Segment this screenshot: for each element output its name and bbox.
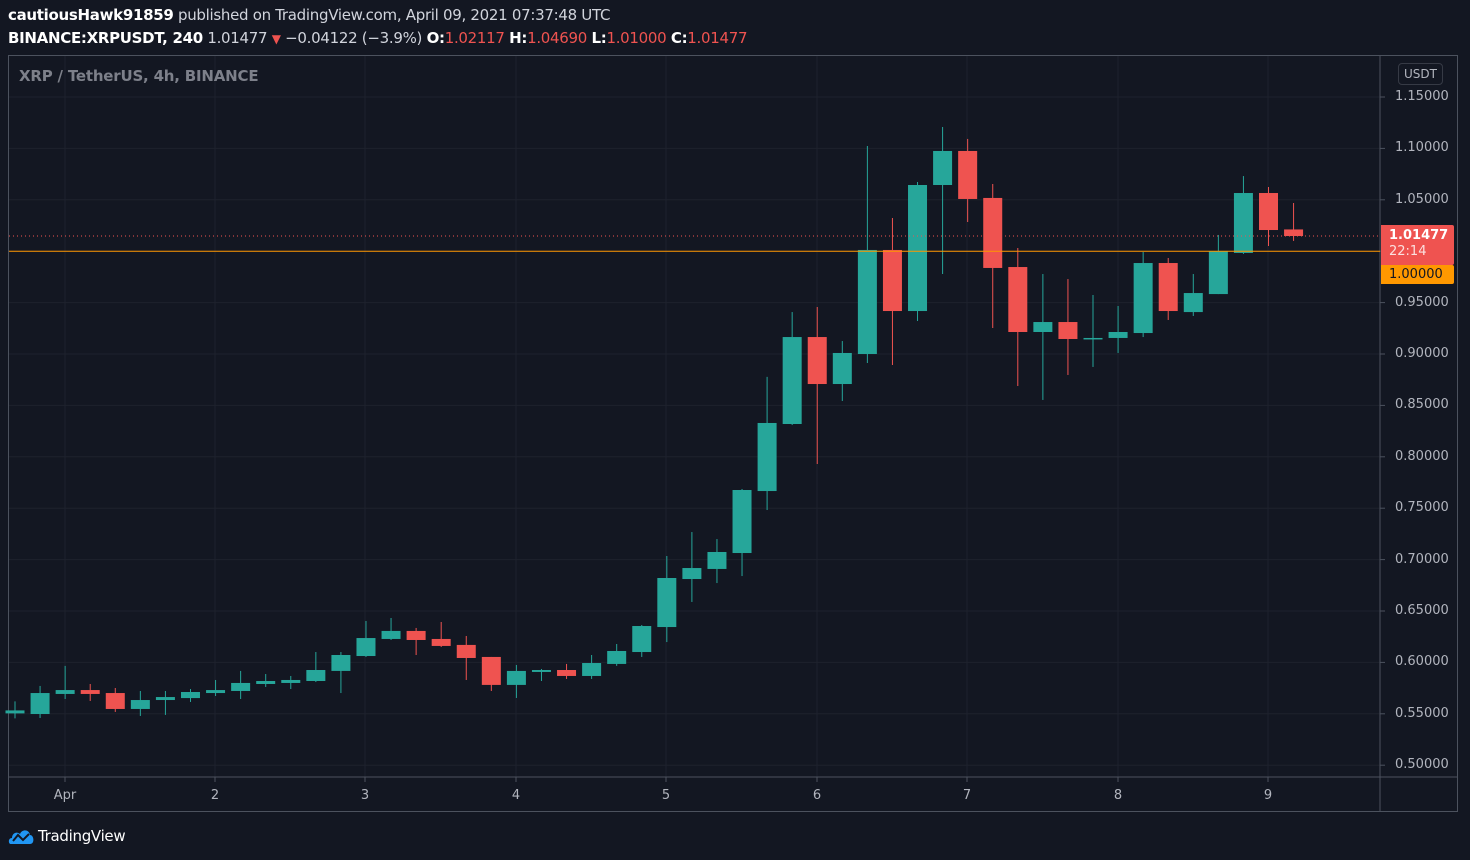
published-text: published on TradingView.com, April 09, … bbox=[177, 6, 611, 24]
symbol-label: BINANCE:XRPUSDT, 240 bbox=[8, 29, 203, 47]
time-tick-label: 7 bbox=[962, 788, 972, 803]
ohlc-legend: BINANCE:XRPUSDT, 240 1.01477 ▼ −0.04122 … bbox=[8, 29, 748, 47]
price-tick-label: 0.80000 bbox=[1395, 448, 1449, 464]
time-tick-label: Apr bbox=[53, 788, 77, 803]
price-tick-label: 0.95000 bbox=[1395, 294, 1449, 310]
price-tick-label: 1.05000 bbox=[1395, 191, 1449, 207]
close-label: C: bbox=[670, 29, 688, 47]
price-tick-label: 1.10000 bbox=[1395, 140, 1449, 156]
time-tick-label: 3 bbox=[360, 788, 370, 803]
open-label: O: bbox=[426, 29, 445, 47]
time-tick-label: 6 bbox=[812, 788, 822, 803]
open-value: 1.02117 bbox=[444, 29, 505, 47]
chart-symbol-title: XRP / TetherUS, 4h, BINANCE bbox=[19, 67, 259, 85]
price-tick-label: 0.55000 bbox=[1395, 705, 1449, 721]
time-tick-label: 8 bbox=[1113, 788, 1123, 803]
high-label: H: bbox=[509, 29, 528, 47]
triangle-down-icon: ▼ bbox=[271, 32, 281, 46]
brand-name: TradingView bbox=[38, 827, 126, 845]
time-tick-label: 9 bbox=[1263, 788, 1273, 803]
price-tick-label: 0.50000 bbox=[1395, 757, 1449, 773]
currency-button[interactable]: USDT bbox=[1398, 63, 1443, 85]
publisher-name[interactable]: cautiousHawk91859 bbox=[8, 6, 174, 24]
tradingview-logo[interactable]: TradingView bbox=[8, 826, 126, 846]
price-tick-label: 1.15000 bbox=[1395, 89, 1449, 104]
close-value: 1.01477 bbox=[687, 29, 748, 47]
price-tick-label: 0.65000 bbox=[1395, 603, 1449, 618]
price-tick-label: 0.70000 bbox=[1395, 551, 1449, 567]
price-tick-label: 0.75000 bbox=[1395, 500, 1449, 516]
price-change: −0.04122 (−3.9%) bbox=[285, 29, 423, 47]
tradingview-cloud-icon bbox=[8, 830, 34, 844]
last-price: 1.01477 bbox=[207, 29, 268, 47]
price-tick-label: 0.60000 bbox=[1395, 654, 1449, 670]
low-value: 1.01000 bbox=[606, 29, 667, 47]
time-tick-label: 4 bbox=[511, 788, 521, 803]
low-label: L: bbox=[591, 29, 607, 47]
horizontal-level-tag: 1.00000 bbox=[1381, 265, 1454, 284]
current-price-tag: 1.01477 22:14 bbox=[1381, 225, 1454, 265]
current-price-value: 1.01477 bbox=[1389, 228, 1449, 243]
price-tick-label: 0.85000 bbox=[1395, 397, 1449, 413]
high-value: 1.04690 bbox=[527, 29, 588, 47]
time-tick-label: 2 bbox=[210, 788, 220, 803]
publish-info: cautiousHawk91859 published on TradingVi… bbox=[8, 6, 610, 24]
chart-frame bbox=[8, 55, 1458, 812]
bar-countdown: 22:14 bbox=[1389, 244, 1427, 259]
price-tick-label: 0.90000 bbox=[1395, 346, 1449, 361]
time-tick-label: 5 bbox=[661, 788, 671, 803]
